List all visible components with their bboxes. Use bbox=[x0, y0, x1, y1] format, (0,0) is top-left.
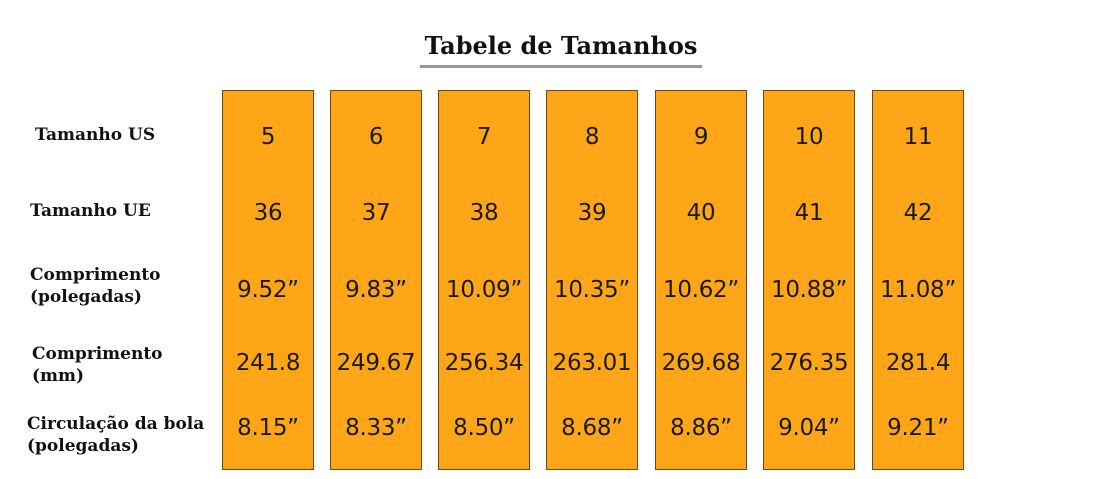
us-size-value: 10 bbox=[794, 124, 824, 150]
row-label-ball-circumference-line1: Circulação da bola bbox=[27, 414, 205, 434]
ball-circumference-value: 8.33” bbox=[345, 415, 407, 441]
length-mm-value: 249.67 bbox=[336, 350, 416, 376]
row-label-length-inches-line1: Comprimento bbox=[30, 265, 161, 285]
eu-size-value: 36 bbox=[253, 200, 283, 226]
row-label-us-size: Tamanho US bbox=[35, 124, 235, 146]
us-size-value: 11 bbox=[903, 124, 933, 150]
length-mm-value: 269.68 bbox=[661, 350, 741, 376]
length-inches-value: 9.83” bbox=[345, 277, 407, 303]
ball-circumference-value: 9.21” bbox=[887, 415, 949, 441]
length-mm-value: 276.35 bbox=[769, 350, 849, 376]
length-mm-value: 256.34 bbox=[444, 350, 524, 376]
row-label-length-mm: Comprimento (mm) bbox=[32, 343, 232, 387]
size-column: 5 36 9.52” 241.8 8.15” bbox=[222, 90, 314, 470]
eu-size-value: 38 bbox=[469, 200, 499, 226]
length-mm-value: 281.4 bbox=[885, 350, 951, 376]
ball-circumference-value: 8.86” bbox=[670, 415, 732, 441]
length-inches-value: 10.35” bbox=[554, 277, 630, 303]
length-mm-value: 263.01 bbox=[552, 350, 632, 376]
ball-circumference-value: 8.68” bbox=[561, 415, 623, 441]
size-column: 7 38 10.09” 256.34 8.50” bbox=[438, 90, 530, 470]
length-inches-value: 10.09” bbox=[446, 277, 522, 303]
row-label-length-mm-line2: (mm) bbox=[32, 366, 85, 386]
ball-circumference-value: 9.04” bbox=[778, 415, 840, 441]
row-label-ball-circumference: Circulação da bola (polegadas) bbox=[27, 413, 227, 457]
us-size-value: 6 bbox=[368, 124, 384, 150]
row-label-eu-size: Tamanho UE bbox=[30, 200, 230, 222]
length-inches-value: 10.88” bbox=[771, 277, 847, 303]
length-mm-value: 241.8 bbox=[235, 350, 301, 376]
length-inches-value: 10.62” bbox=[663, 277, 739, 303]
size-column: 9 40 10.62” 269.68 8.86” bbox=[655, 90, 747, 470]
us-size-value: 9 bbox=[693, 124, 709, 150]
row-label-eu-size-text: Tamanho UE bbox=[30, 201, 151, 221]
us-size-value: 8 bbox=[584, 124, 600, 150]
row-label-ball-circumference-line2: (polegadas) bbox=[27, 436, 139, 456]
us-size-value: 5 bbox=[260, 124, 276, 150]
ball-circumference-value: 8.15” bbox=[237, 415, 299, 441]
us-size-value: 7 bbox=[476, 124, 492, 150]
row-label-length-mm-line1: Comprimento bbox=[32, 344, 163, 364]
size-column: 10 41 10.88” 276.35 9.04” bbox=[763, 90, 855, 470]
row-label-length-inches-line2: (polegadas) bbox=[30, 287, 142, 307]
title-underline bbox=[420, 65, 702, 68]
size-column: 8 39 10.35” 263.01 8.68” bbox=[546, 90, 638, 470]
eu-size-value: 41 bbox=[794, 200, 824, 226]
size-column: 11 42 11.08” 281.4 9.21” bbox=[872, 90, 964, 470]
chart-title: Tabele de Tamanhos bbox=[424, 31, 698, 60]
eu-size-value: 39 bbox=[577, 200, 607, 226]
eu-size-value: 42 bbox=[903, 200, 933, 226]
eu-size-value: 40 bbox=[686, 200, 716, 226]
length-inches-value: 11.08” bbox=[880, 277, 956, 303]
row-label-us-size-text: Tamanho US bbox=[35, 125, 156, 145]
length-inches-value: 9.52” bbox=[237, 277, 299, 303]
size-column: 6 37 9.83” 249.67 8.33” bbox=[330, 90, 422, 470]
row-label-length-inches: Comprimento (polegadas) bbox=[30, 264, 230, 308]
eu-size-value: 37 bbox=[361, 200, 391, 226]
ball-circumference-value: 8.50” bbox=[453, 415, 515, 441]
